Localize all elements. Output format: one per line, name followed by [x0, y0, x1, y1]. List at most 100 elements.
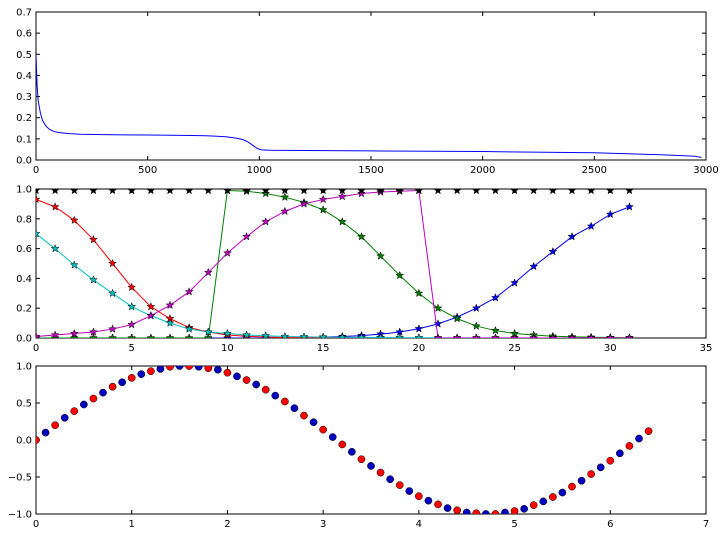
- star-marker: [337, 217, 347, 226]
- star-marker: [529, 261, 539, 271]
- star-marker: [510, 189, 520, 195]
- scatter-point: [300, 411, 308, 420]
- scatter-point: [482, 510, 490, 514]
- y-tick-label: 0.4: [16, 71, 32, 82]
- star-marker: [203, 333, 213, 338]
- scatter-point: [99, 388, 107, 397]
- star-marker: [69, 189, 79, 195]
- scatter-point: [376, 468, 385, 477]
- star-marker: [280, 206, 290, 216]
- star-marker: [490, 189, 500, 195]
- y-tick-label: −0.5: [8, 473, 32, 484]
- scatter-point: [41, 428, 50, 437]
- scatter-point: [635, 434, 643, 443]
- star-marker: [395, 189, 405, 195]
- star-marker: [88, 189, 98, 195]
- star-marker: [624, 189, 634, 195]
- star-marker: [586, 333, 596, 338]
- star-marker: [414, 288, 424, 298]
- star-marker: [318, 205, 328, 214]
- star-marker: [414, 332, 424, 338]
- y-tick-label: 0.5: [16, 399, 32, 410]
- scatter-point: [415, 492, 423, 501]
- scatter-point: [606, 456, 615, 465]
- scatter-point: [405, 487, 414, 495]
- star-marker: [280, 189, 290, 195]
- star-marker: [203, 267, 213, 277]
- x-tick-label: 35: [700, 343, 713, 354]
- star-marker: [356, 332, 366, 338]
- star-marker: [108, 324, 118, 333]
- scatter-point: [233, 372, 241, 381]
- scatter-point: [549, 493, 557, 501]
- axes-frame: [35, 188, 707, 339]
- scatter-point: [108, 382, 117, 391]
- scatter-point: [616, 449, 624, 458]
- y-tick-label: 0.1: [16, 134, 32, 145]
- scatter-point: [386, 475, 394, 484]
- y-tick-label: 0.6: [16, 244, 32, 255]
- scatter-point: [328, 433, 337, 441]
- scatter-point: [587, 470, 595, 478]
- star-marker: [108, 288, 118, 298]
- scatter-point: [367, 462, 375, 470]
- star-marker: [242, 189, 252, 195]
- x-tick-label: 0: [33, 343, 39, 354]
- scatter-point: [348, 447, 356, 456]
- star-marker: [36, 228, 41, 238]
- y-tick-label: 0.3: [16, 92, 32, 103]
- scatter-point: [281, 397, 289, 406]
- y-tick-label: 1.0: [16, 362, 32, 373]
- scatter-point: [261, 385, 270, 394]
- x-tick-label: 0: [33, 519, 39, 530]
- x-tick-label: 0: [33, 165, 39, 176]
- plot-area: [36, 54, 702, 158]
- x-tick-label: 5: [511, 519, 517, 530]
- scatter-point: [520, 504, 528, 513]
- star-marker: [376, 251, 386, 260]
- y-tick-label: 0.7: [16, 8, 32, 19]
- scatter-point: [223, 368, 232, 377]
- x-tick-label: 3: [320, 519, 326, 530]
- y-tick-label: 0.0: [16, 334, 32, 345]
- axes-frame: [35, 365, 707, 515]
- scatter-point: [309, 418, 318, 427]
- star-marker: [452, 189, 462, 195]
- star-marker: [452, 313, 462, 323]
- star-marker: [50, 189, 60, 195]
- scatter-point: [51, 421, 59, 430]
- x-tick-label: 1: [129, 519, 135, 530]
- star-marker: [165, 333, 175, 338]
- bottom-scatter-plot: 0 1 2 3 4 5 6 7 −1.0 −0.5 0.0 0.5 1.0: [8, 362, 709, 531]
- star-marker: [452, 333, 462, 338]
- star-marker: [203, 189, 213, 195]
- star-marker: [586, 221, 596, 231]
- scatter-point: [166, 366, 174, 371]
- star-marker: [299, 189, 309, 195]
- scatter-point: [625, 442, 634, 450]
- star-marker: [127, 319, 137, 329]
- star-marker: [567, 231, 577, 241]
- plot-area: [36, 366, 653, 514]
- star-marker: [69, 333, 79, 338]
- star-marker: [127, 301, 137, 311]
- star-marker: [36, 194, 41, 204]
- star-marker: [88, 275, 98, 284]
- star-marker: [203, 327, 213, 336]
- star-marker: [222, 328, 232, 338]
- scatter-point: [558, 488, 567, 497]
- star-marker: [222, 248, 232, 257]
- star-marker: [510, 333, 520, 338]
- star-marker: [471, 321, 481, 330]
- scatter-point: [36, 436, 40, 444]
- y-tick-label: 1.0: [16, 185, 32, 196]
- star-marker: [280, 331, 290, 338]
- y-tick-label: 0.0: [16, 156, 32, 167]
- x-tick-label: 2000: [470, 165, 495, 176]
- series-line-2: [36, 198, 630, 338]
- star-marker: [36, 189, 41, 195]
- star-marker: [184, 189, 194, 195]
- y-tick-label: 0.5: [16, 50, 32, 61]
- x-tick-label: 25: [508, 343, 521, 354]
